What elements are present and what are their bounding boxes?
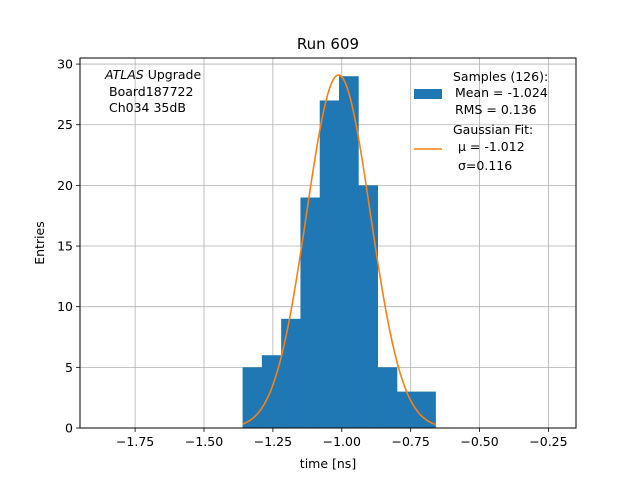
annotation-channel: Ch034 35dB (109, 100, 186, 115)
svg-text:ATLAS Upgrade: ATLAS Upgrade (104, 67, 201, 82)
y-tick-label-2: 10 (57, 299, 73, 314)
x-tick-label-2: −1.25 (254, 434, 292, 449)
histogram-bars (242, 76, 436, 429)
x-tick-label-0: −1.75 (116, 434, 154, 449)
annotation-atlas: ATLAS (104, 67, 144, 82)
legend-histogram-line2: Mean = -1.024 (455, 85, 548, 100)
x-tick-label-3: −1.00 (323, 434, 361, 449)
annotation-board: Board187722 (109, 84, 193, 99)
y-tick-label-0: 0 (65, 421, 73, 436)
legend-fit-line2: μ = -1.012 (458, 139, 525, 154)
y-axis-ticks: 0 5 10 15 20 25 30 (57, 57, 80, 436)
plot-frame (79, 57, 577, 429)
histogram-bar-8 (396, 391, 417, 428)
x-axis-label: time [ns] (300, 456, 356, 471)
legend: Samples (126): Mean = -1.024 RMS = 0.136… (414, 69, 548, 173)
histogram-bar-6 (358, 185, 378, 428)
y-tick-label-4: 20 (57, 178, 73, 193)
histogram-bar-5 (339, 76, 359, 429)
histogram-bar-2 (281, 318, 301, 428)
legend-fit-line3: σ=0.116 (458, 158, 512, 173)
annotation-upgrade: Upgrade (144, 67, 202, 82)
legend-histogram-swatch (414, 89, 442, 99)
histogram-bar-3 (300, 197, 321, 428)
y-tick-label-6: 30 (57, 57, 73, 72)
gaussian-fit-curve (242, 74, 436, 426)
x-tick-label-1: −1.50 (185, 434, 223, 449)
x-tick-label-4: −0.75 (392, 434, 430, 449)
y-tick-label-1: 5 (65, 360, 73, 375)
x-tick-label-5: −0.50 (460, 434, 498, 449)
y-tick-label-3: 15 (57, 239, 73, 254)
legend-fit-line1: Gaussian Fit: (453, 122, 533, 137)
legend-histogram-line1: Samples (126): (453, 69, 548, 84)
y-tick-label-5: 25 (57, 117, 73, 132)
legend-histogram-line3: RMS = 0.136 (455, 102, 537, 117)
histogram-bar-4 (319, 100, 340, 428)
histogram-bar-7 (377, 367, 398, 428)
gaussian-fit (242, 74, 436, 426)
y-axis-label: Entries (32, 221, 47, 265)
x-axis-ticks: −1.75 −1.50 −1.25 −1.00 −0.75 −0.50 −0.25 (116, 428, 568, 449)
histogram-bar-9 (416, 391, 436, 428)
x-tick-label-6: −0.25 (529, 434, 567, 449)
atlas-annotation: ATLAS Upgrade Board187722 Ch034 35dB (104, 67, 201, 115)
chart-title: Run 609 (297, 35, 359, 53)
